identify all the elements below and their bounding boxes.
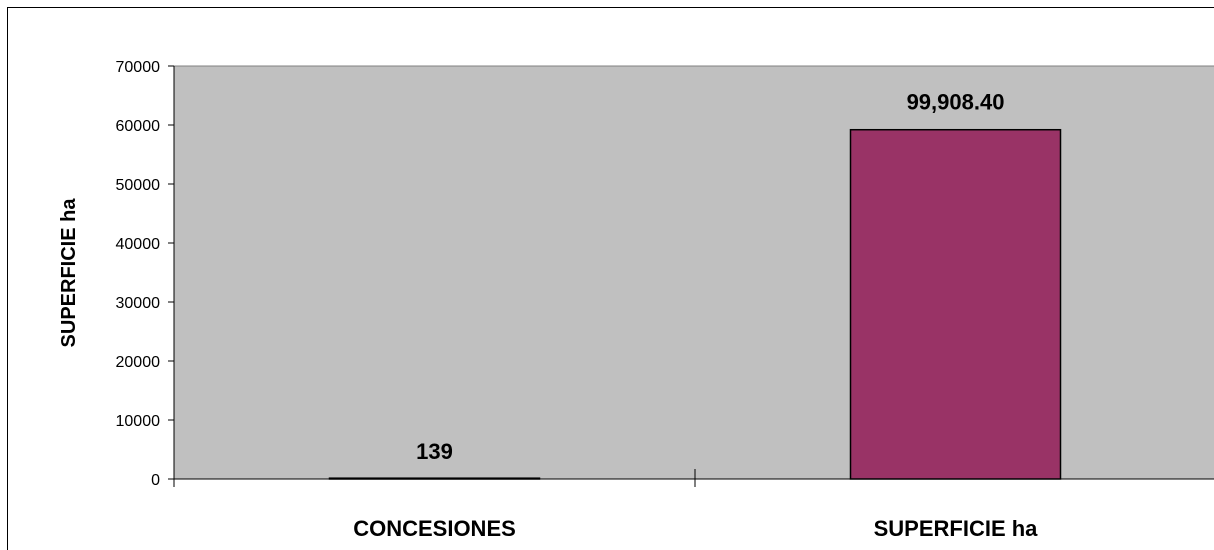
bar bbox=[849, 128, 1062, 480]
y-tick-label: 0 bbox=[151, 472, 160, 489]
x-category-label: CONCESIONES bbox=[353, 516, 516, 541]
y-tick-label: 50000 bbox=[116, 177, 161, 194]
y-tick-label: 60000 bbox=[116, 118, 161, 135]
y-tick-label: 10000 bbox=[116, 413, 161, 430]
y-tick-label: 40000 bbox=[116, 236, 161, 253]
bar-data-label: 99,908.40 bbox=[907, 90, 1005, 115]
y-tick-label: 30000 bbox=[116, 295, 161, 312]
bars-group bbox=[328, 128, 1062, 480]
category-labels-group: CONCESIONES SUPERFICIE ha bbox=[353, 516, 1038, 541]
y-axis-title: SUPERFICIE ha bbox=[58, 198, 80, 348]
x-category-label: SUPERFICIE ha bbox=[874, 516, 1039, 541]
y-tick-label: 20000 bbox=[116, 354, 161, 371]
x-axis-ticks bbox=[173, 469, 696, 487]
data-labels-group: 139 99,908.40 bbox=[416, 90, 1004, 464]
bar-data-label: 139 bbox=[416, 439, 453, 464]
y-axis-ticks: 0 10000 20000 30000 40000 50000 60000 70000 bbox=[116, 59, 174, 489]
y-tick-label: 70000 bbox=[116, 59, 161, 76]
